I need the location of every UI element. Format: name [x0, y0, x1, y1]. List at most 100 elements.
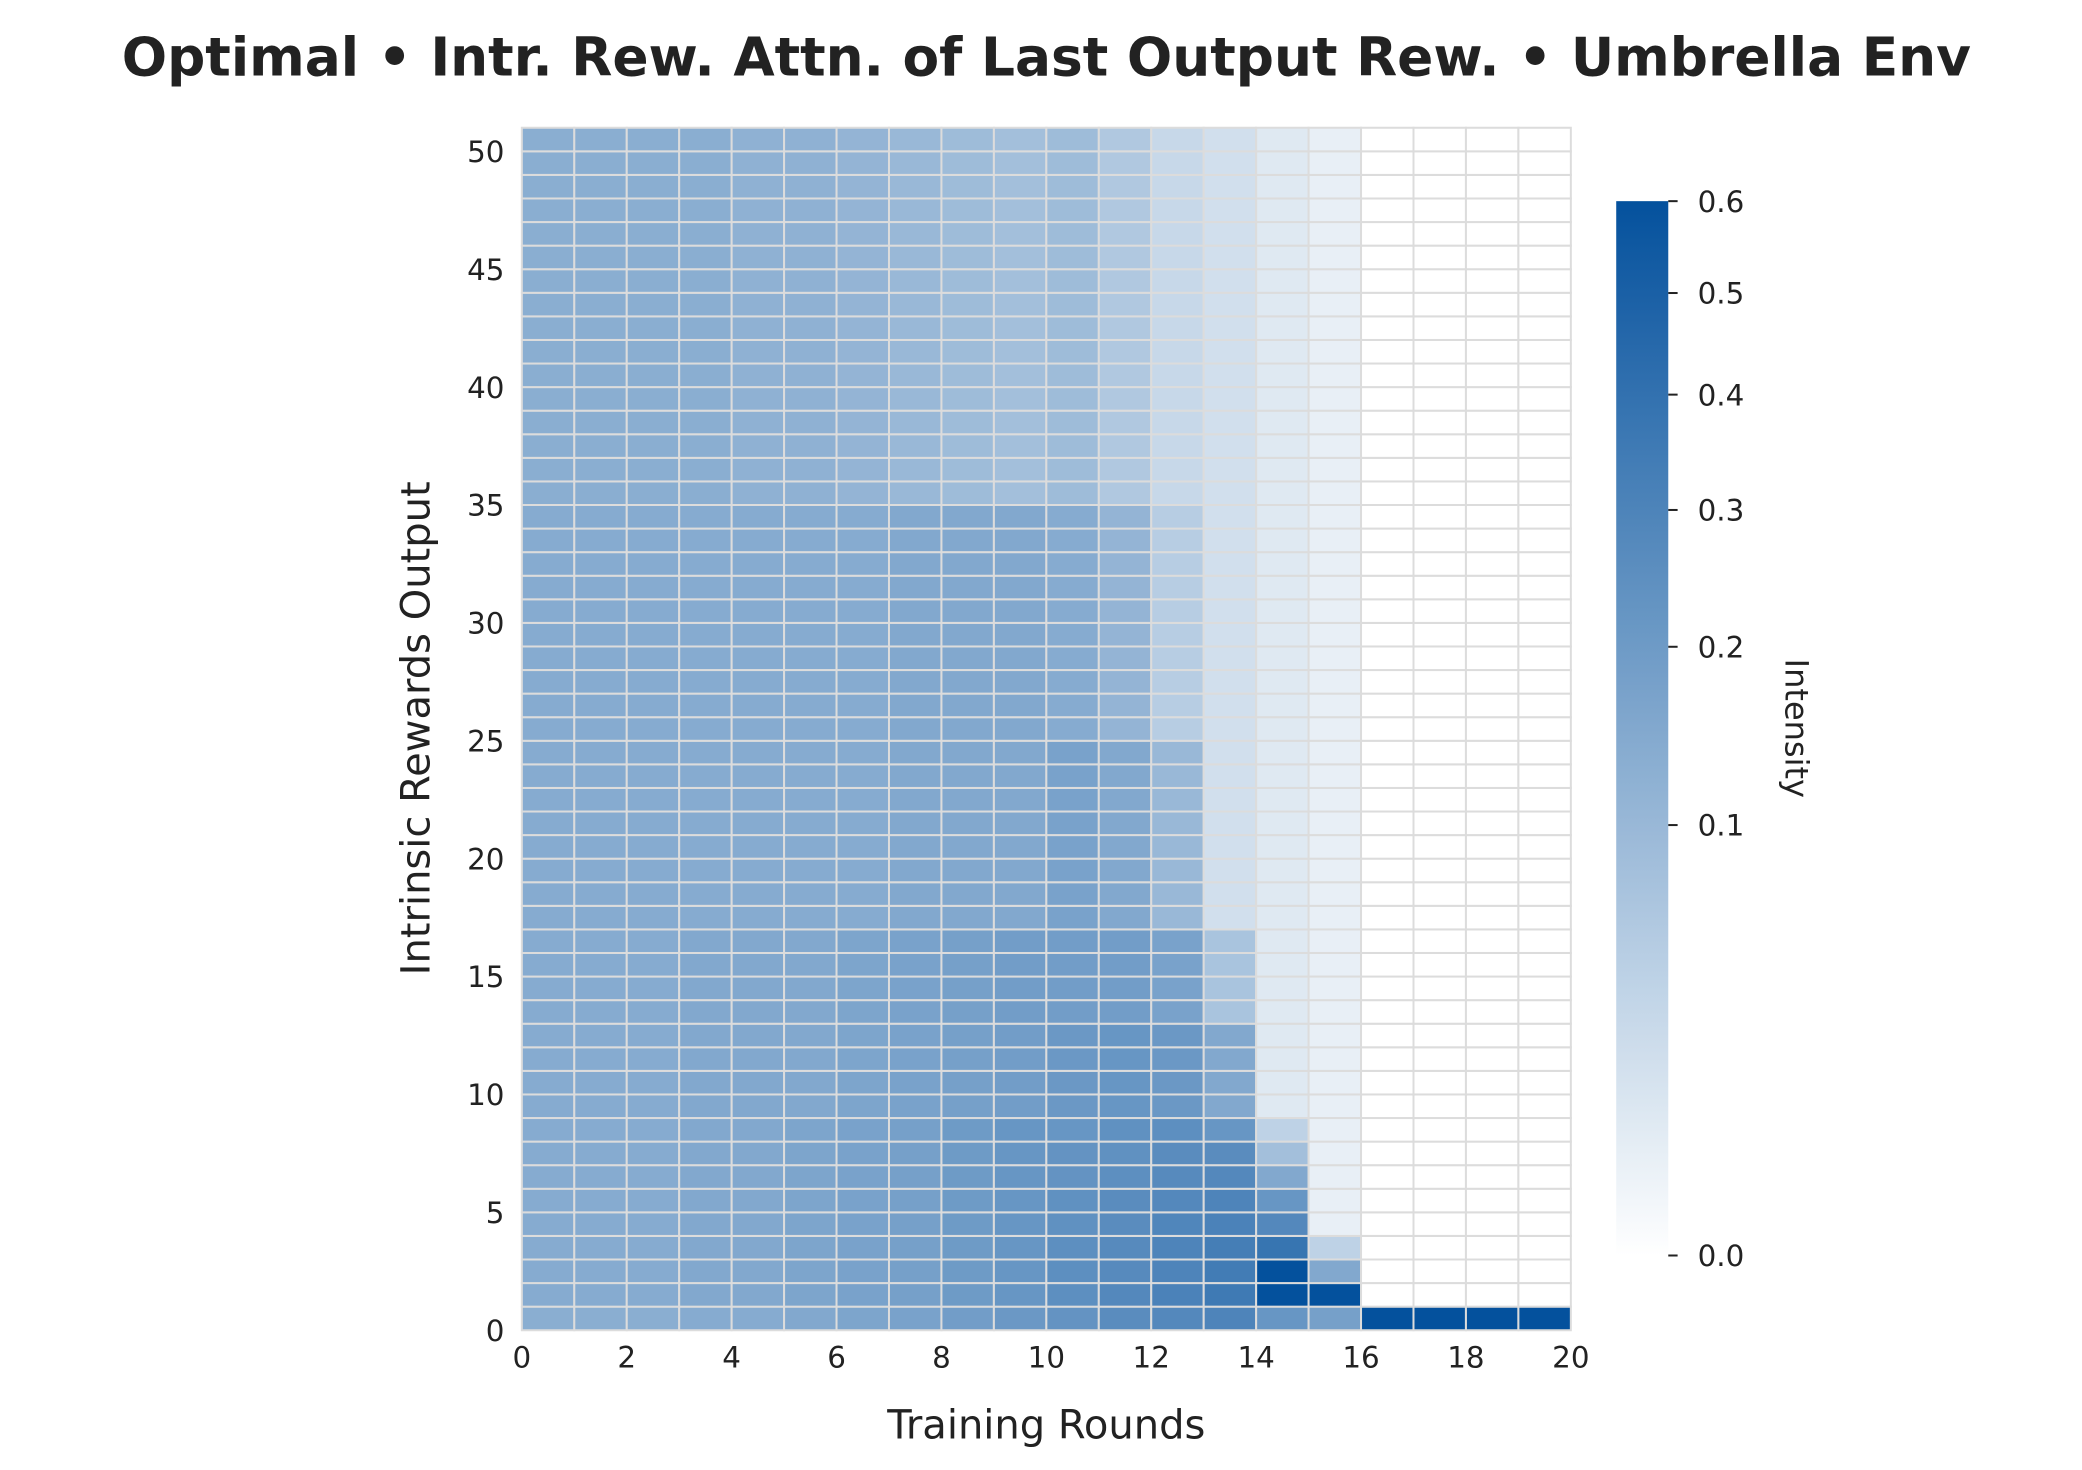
colorbar-tick-label: 0.4 [1698, 378, 1745, 412]
heatmap-cell [940, 1069, 995, 1096]
heatmap-cell [573, 1046, 628, 1072]
heatmap-cell [573, 409, 628, 436]
heatmap-cell [835, 480, 890, 507]
heatmap-cell [992, 574, 1048, 601]
heatmap-cell [1307, 928, 1363, 954]
heatmap-cell [783, 1117, 838, 1143]
heatmap-cell [1097, 621, 1153, 648]
heatmap-cell [1202, 1211, 1258, 1237]
heatmap-cell [730, 480, 786, 507]
heatmap-cell [1150, 338, 1205, 365]
heatmap-cell [1517, 739, 1572, 766]
heatmap-cell [1045, 786, 1100, 813]
heatmap-cell [940, 173, 995, 200]
heatmap-cell [1255, 1282, 1310, 1308]
heatmap-cell [625, 834, 681, 860]
heatmap-cell [520, 338, 576, 365]
heatmap-cell [625, 1282, 681, 1308]
heatmap-cell [1150, 645, 1205, 672]
heatmap-cell [1517, 197, 1572, 224]
heatmap-cell [678, 716, 733, 742]
heatmap-cell [835, 1211, 890, 1237]
heatmap-cell [992, 1140, 1048, 1167]
heatmap-cell [520, 362, 576, 389]
heatmap-cell [783, 480, 838, 507]
heatmap-cell [678, 1140, 733, 1167]
heatmap-cell [1412, 1258, 1467, 1285]
heatmap-cell [1517, 456, 1572, 483]
heatmap-cell [678, 1234, 733, 1261]
heatmap-cell [992, 1117, 1048, 1143]
heatmap-cell [992, 504, 1048, 530]
heatmap-cell [1464, 150, 1520, 176]
heatmap-cell [1255, 315, 1310, 341]
heatmap-cell [730, 173, 786, 200]
heatmap-cell [1045, 1093, 1100, 1120]
heatmap-cell [835, 857, 890, 884]
heatmap-cell [730, 315, 786, 341]
heatmap-cell [992, 386, 1048, 412]
heatmap-cell [1202, 857, 1258, 884]
heatmap-cell [1097, 834, 1153, 860]
heatmap-cell [940, 1258, 995, 1285]
heatmap-cell [1202, 386, 1258, 412]
x-tick-label: 14 [1237, 1341, 1274, 1375]
heatmap-cell [1517, 480, 1572, 507]
heatmap-cell [887, 810, 943, 837]
heatmap-cell [1360, 881, 1415, 907]
heatmap-cell [1150, 173, 1205, 200]
heatmap-cell [573, 716, 628, 742]
heatmap-cell [1412, 386, 1467, 412]
heatmap-cell [1202, 409, 1258, 436]
heatmap-cell [1464, 1211, 1520, 1237]
heatmap-cell [835, 1258, 890, 1285]
heatmap-cell [1517, 716, 1572, 742]
heatmap-cell [940, 150, 995, 176]
heatmap-cell [992, 975, 1048, 1002]
heatmap-cell [783, 244, 838, 271]
heatmap-cell [1097, 480, 1153, 507]
heatmap-cell [1202, 1305, 1258, 1332]
heatmap-cell [783, 338, 838, 365]
heatmap-cell [887, 975, 943, 1002]
heatmap-cell [1464, 881, 1520, 907]
heatmap-cell [1517, 1093, 1572, 1120]
heatmap-cell [1464, 951, 1520, 978]
heatmap-cell [887, 857, 943, 884]
heatmap-cell [887, 480, 943, 507]
heatmap-cell [1255, 1093, 1310, 1120]
heatmap-cell [1202, 598, 1258, 624]
heatmap-cell [1307, 1234, 1363, 1261]
heatmap-cell [1202, 786, 1258, 813]
heatmap-cell [1150, 1117, 1205, 1143]
heatmap-cell [1307, 810, 1363, 837]
heatmap-cell [783, 857, 838, 884]
heatmap-cell [992, 126, 1048, 153]
heatmap-cell [1517, 315, 1572, 341]
heatmap-cell [835, 763, 890, 789]
heatmap-cell [992, 409, 1048, 436]
heatmap-cell [992, 621, 1048, 648]
heatmap-cell [940, 1282, 995, 1308]
heatmap-cell [520, 716, 576, 742]
heatmap-cell [992, 1069, 1048, 1096]
heatmap-cell [625, 150, 681, 176]
heatmap-cell [520, 904, 576, 931]
heatmap-cell [1307, 1022, 1363, 1049]
heatmap-cell [625, 1234, 681, 1261]
heatmap-cell [887, 504, 943, 530]
heatmap-cell [1045, 386, 1100, 412]
heatmap-cell [1097, 928, 1153, 954]
heatmap-cell [1202, 810, 1258, 837]
heatmap-cell [625, 386, 681, 412]
heatmap-cell [940, 810, 995, 837]
heatmap-cell [1360, 315, 1415, 341]
heatmap-cell [520, 810, 576, 837]
heatmap-cell [1150, 1164, 1205, 1190]
heatmap-cell [1097, 315, 1153, 341]
heatmap-cell [1307, 786, 1363, 813]
heatmap-cell [573, 268, 628, 294]
heatmap-cell [1360, 433, 1415, 459]
heatmap-cell [887, 881, 943, 907]
heatmap-cell [835, 1282, 890, 1308]
